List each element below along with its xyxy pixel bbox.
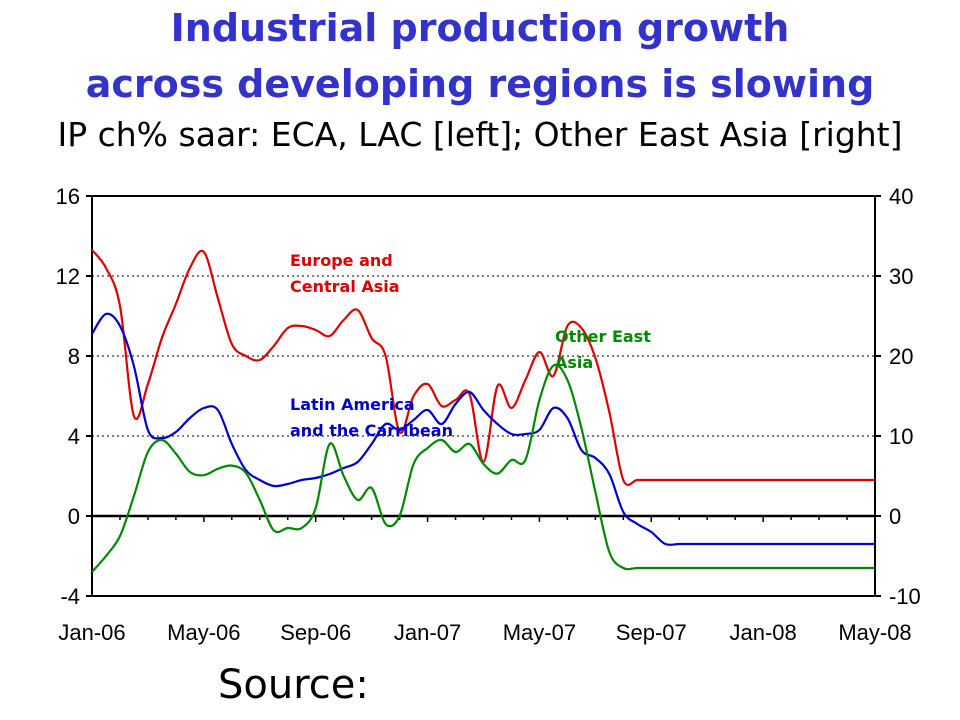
left-axis-tick-label: 0 (68, 504, 80, 529)
series-label-other-east-asia: Asia (555, 353, 593, 372)
chart-subtitle: IP ch% saar: ECA, LAC [left]; Other East… (57, 115, 903, 154)
chart-title-line-1: Industrial production growth (170, 6, 790, 50)
series-line-europe-and-central-asia (91, 249, 875, 487)
series-line-latin-america-and-the-carribean (91, 312, 875, 546)
series-line-other-east-asia (91, 363, 875, 573)
x-axis-tick-label: May-08 (838, 620, 911, 645)
x-axis-tick-label: Jan-07 (394, 620, 461, 645)
series-label-latin-america-and-the-carribean: and the Carribean (290, 421, 453, 440)
right-axis-tick-label: -10 (889, 584, 921, 609)
series-lines (91, 249, 875, 573)
left-axis-tick-label: 8 (68, 344, 80, 369)
right-axis-tick-label: 30 (889, 264, 913, 289)
left-axis-tick-label: -4 (60, 584, 80, 609)
plot-area-frame (91, 195, 876, 597)
right-axis-tick-label: 0 (889, 504, 901, 529)
x-axis-tick-label: May-06 (167, 620, 240, 645)
x-axis-tick-label: Sep-06 (280, 620, 351, 645)
series-label-europe-and-central-asia: Europe and (290, 251, 393, 270)
axis-ticks (86, 195, 881, 597)
left-axis-tick-label: 16 (56, 184, 80, 209)
left-axis-tick-label: 4 (68, 424, 80, 449)
right-axis-tick-label: 40 (889, 184, 913, 209)
right-axis-tick-label: 10 (889, 424, 913, 449)
grid-lines (92, 275, 875, 437)
x-axis-tick-label: Jan-08 (730, 620, 797, 645)
x-axis-tick-label: May-07 (503, 620, 576, 645)
series-labels: Europe and Central Asia Latin America and t… (290, 251, 651, 440)
chart-title-line-2: across developing regions is slowing (85, 62, 875, 106)
source-note: Source: (218, 662, 369, 708)
right-axis-tick-label: 20 (889, 344, 913, 369)
x-axis-tick-label: Jan-06 (58, 620, 125, 645)
series-label-europe-and-central-asia: Central Asia (290, 277, 400, 296)
series-label-other-east-asia: Other East (555, 327, 651, 346)
x-axis-tick-label: Sep-07 (616, 620, 687, 645)
series-label-latin-america-and-the-carribean: Latin America (290, 395, 415, 414)
left-axis-tick-label: 12 (56, 264, 80, 289)
